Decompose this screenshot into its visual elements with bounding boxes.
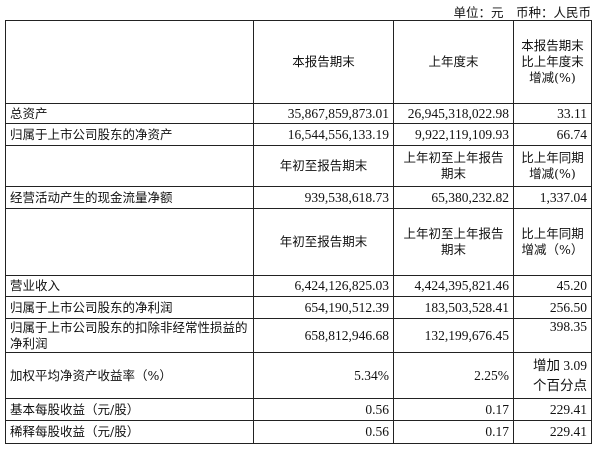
header-empty <box>5 20 254 104</box>
cell-value: 9,922,119,109.93 <box>393 123 514 146</box>
cell-value: 183,503,528.41 <box>393 296 514 319</box>
cell-value: 增加 3.09 个百分点 <box>513 352 592 399</box>
table-row: 基本每股收益（元/股） 0.56 0.17 229.41 <box>5 398 592 421</box>
table-row: 稀释每股收益（元/股） 0.56 0.17 229.41 <box>5 420 592 444</box>
cell-value: 2.25% <box>393 352 514 399</box>
cell-value: 654,190,512.39 <box>253 296 394 319</box>
row-label: 营业收入 <box>5 275 254 297</box>
cell-value: 0.17 <box>393 398 514 421</box>
cell-value: 6,424,126,825.03 <box>253 275 394 297</box>
header-row-cashflow: 年初至报告期末 上年初至上年报告期末 比上年同期增减(%) <box>5 145 592 187</box>
header-empty <box>5 208 254 276</box>
header-row-balance: 本报告期末 上年度末 本报告期末比上年度末增减(%) <box>5 20 592 104</box>
table-row: 加权平均净资产收益率（%） 5.34% 2.25% 增加 3.09 个百分点 <box>5 352 592 399</box>
row-label: 归属于上市公司股东的扣除非经常性损益的净利润 <box>5 318 254 353</box>
table-row: 归属于上市公司股东的净资产 16,544,556,133.19 9,922,11… <box>5 123 592 146</box>
row-label: 总资产 <box>5 103 254 124</box>
cell-value: 0.56 <box>253 398 394 421</box>
table-row: 营业收入 6,424,126,825.03 4,424,395,821.46 4… <box>5 275 592 297</box>
row-label: 归属于上市公司股东的净利润 <box>5 296 254 319</box>
table-row: 归属于上市公司股东的净利润 654,190,512.39 183,503,528… <box>5 296 592 319</box>
cell-value: 33.11 <box>513 103 592 124</box>
cell-value: 256.50 <box>513 296 592 319</box>
cell-value: 65,380,232.82 <box>393 186 514 209</box>
header-prior-ytd: 上年初至上年报告期末 <box>393 208 514 276</box>
cell-value: 0.56 <box>253 420 394 444</box>
row-label: 经营活动产生的现金流量净额 <box>5 186 254 209</box>
header-row-income: 年初至报告期末 上年初至上年报告期末 比上年同期增减（%） <box>5 208 592 276</box>
cell-value: 66.74 <box>513 123 592 146</box>
header-current-period-end: 本报告期末 <box>253 20 394 104</box>
header-change-pct: 本报告期末比上年度末增减(%) <box>513 20 592 104</box>
header-yoy-change: 比上年同期增减(%) <box>513 145 592 187</box>
cell-value: 1,337.04 <box>513 186 592 209</box>
cell-value: 229.41 <box>513 420 592 444</box>
cell-value: 939,538,618.73 <box>253 186 394 209</box>
cell-value: 229.41 <box>513 398 592 421</box>
header-ytd: 年初至报告期末 <box>253 208 394 276</box>
unit-currency-note: 单位：元 币种：人民币 <box>453 5 591 20</box>
table-row: 总资产 35,867,859,873.01 26,945,318,022.98 … <box>5 103 592 124</box>
financial-summary-table: 本报告期末 上年度末 本报告期末比上年度末增减(%) 总资产 35,867,85… <box>5 20 592 444</box>
header-empty <box>5 145 254 187</box>
row-label: 稀释每股收益（元/股） <box>5 420 254 444</box>
table-row: 归属于上市公司股东的扣除非经常性损益的净利润 658,812,946.68 13… <box>5 318 592 353</box>
cell-value: 132,199,676.45 <box>393 318 514 353</box>
row-label: 加权平均净资产收益率（%） <box>5 352 254 399</box>
header-yoy-change: 比上年同期增减（%） <box>513 208 592 276</box>
cell-value: 658,812,946.68 <box>253 318 394 353</box>
cell-value: 26,945,318,022.98 <box>393 103 514 124</box>
cell-value: 45.20 <box>513 275 592 297</box>
header-prior-ytd: 上年初至上年报告期末 <box>393 145 514 187</box>
header-prior-year-end: 上年度末 <box>393 20 514 104</box>
cell-value: 35,867,859,873.01 <box>253 103 394 124</box>
cell-value: 5.34% <box>253 352 394 399</box>
cell-value: 398.35 <box>513 318 592 353</box>
row-label: 归属于上市公司股东的净资产 <box>5 123 254 146</box>
table-row: 经营活动产生的现金流量净额 939,538,618.73 65,380,232.… <box>5 186 592 209</box>
row-label: 基本每股收益（元/股） <box>5 398 254 421</box>
cell-value: 0.17 <box>393 420 514 444</box>
cell-value: 4,424,395,821.46 <box>393 275 514 297</box>
header-ytd: 年初至报告期末 <box>253 145 394 187</box>
cell-value: 16,544,556,133.19 <box>253 123 394 146</box>
